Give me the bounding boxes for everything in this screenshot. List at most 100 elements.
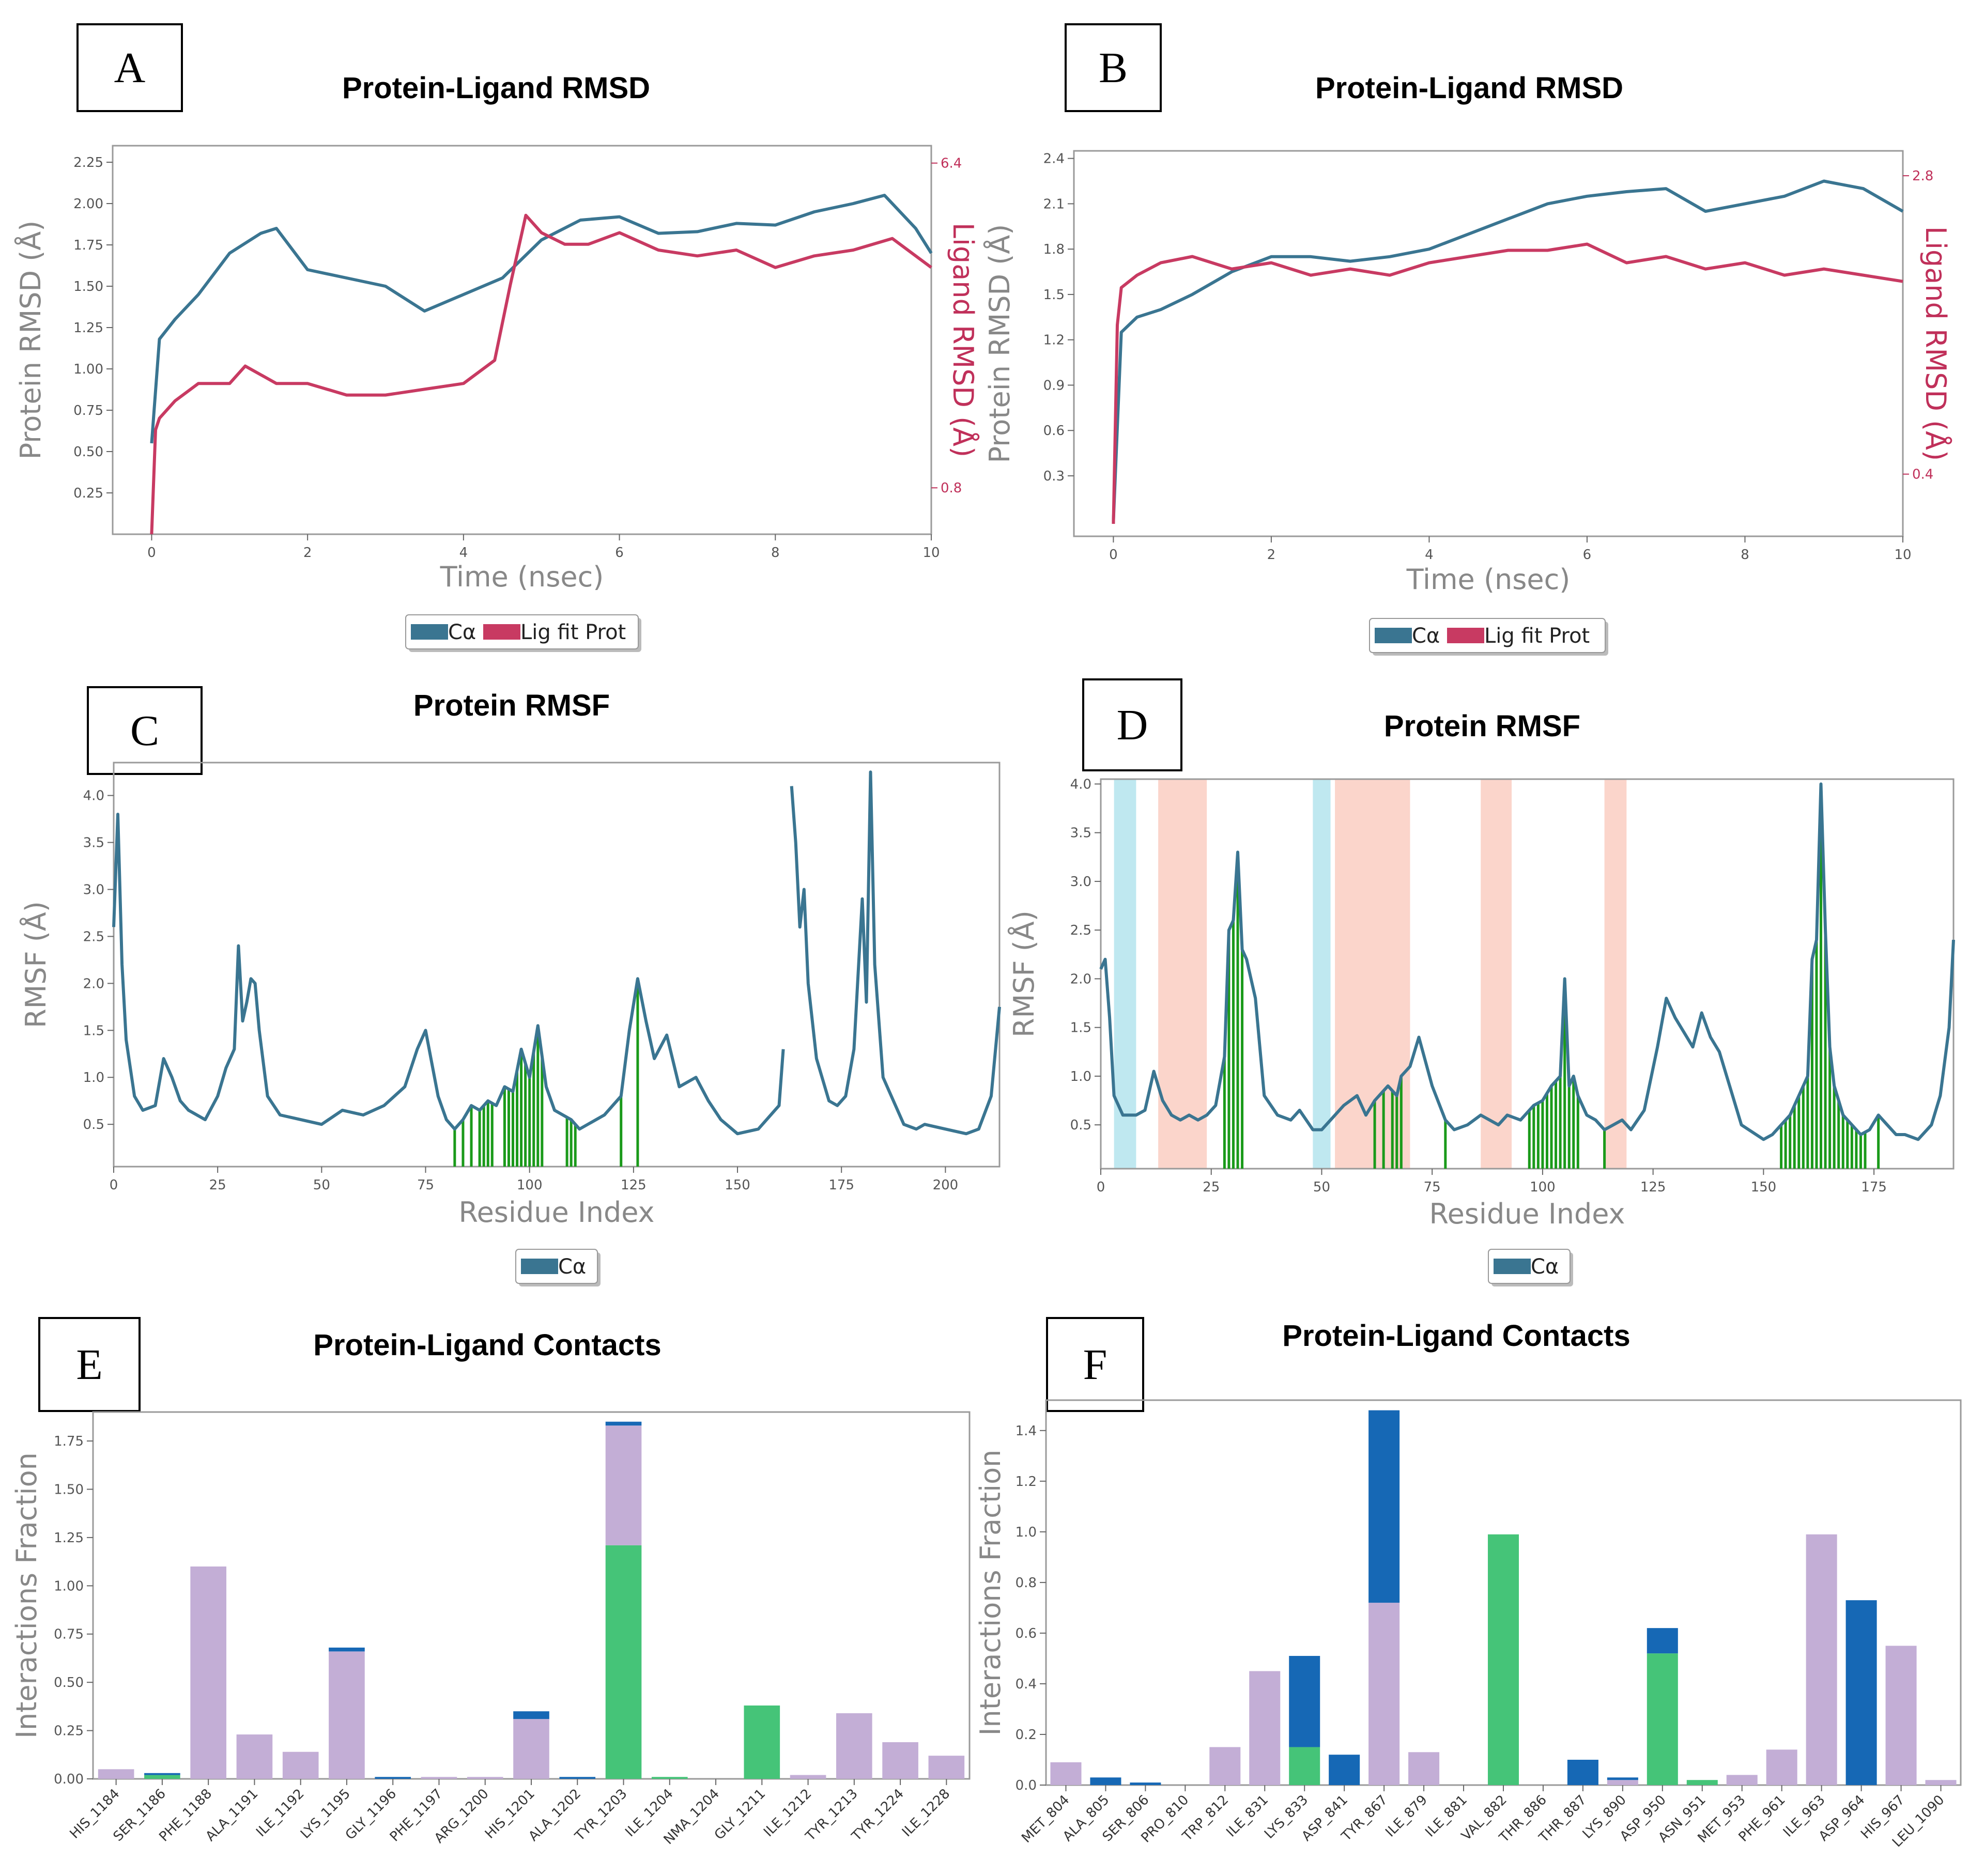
x-tick-label-f: LYS_890 bbox=[1580, 1792, 1629, 1842]
bar-f-met-804-1 bbox=[1050, 1762, 1082, 1785]
bar-f-lys-890-2 bbox=[1607, 1777, 1638, 1780]
bar-e-ile-1212-1 bbox=[790, 1775, 826, 1779]
series-line-a-0-0 bbox=[150, 194, 933, 444]
bar-e-ile-1228-1 bbox=[928, 1756, 965, 1779]
y-tick-label-d: 0.5 bbox=[1070, 1118, 1091, 1133]
x-tick-label-c: 50 bbox=[313, 1177, 330, 1193]
legend-box-b bbox=[1369, 618, 1606, 653]
x-tick-label-f: HIS_967 bbox=[1858, 1792, 1908, 1842]
y-tick-label-e: 1.00 bbox=[54, 1578, 84, 1594]
x-tick-label-f: ASP_950 bbox=[1617, 1792, 1669, 1844]
y-axis-label-d: RMSF (Å) bbox=[1007, 910, 1040, 1037]
x-tick-label-e: ALA_1191 bbox=[203, 1786, 261, 1844]
y-tick-label-e: 1.75 bbox=[54, 1434, 84, 1449]
y-right-tick-label-b: 2.8 bbox=[1912, 168, 1933, 184]
y-tick-label-b: 0.3 bbox=[1043, 469, 1065, 484]
y-tick-label-f: 1.2 bbox=[1016, 1474, 1037, 1490]
y-tick-label-f: 1.4 bbox=[1016, 1423, 1037, 1439]
y-tick-label-c: 0.5 bbox=[83, 1117, 104, 1133]
x-tick-label-e: ILE_1204 bbox=[622, 1786, 676, 1840]
x-tick-label-b: 4 bbox=[1425, 547, 1434, 563]
y-tick-label-e: 1.25 bbox=[54, 1530, 84, 1546]
x-axis-label-b: Time (nsec) bbox=[1406, 563, 1571, 596]
x-tick-label-b: 6 bbox=[1583, 547, 1592, 563]
x-tick-label-c: 75 bbox=[417, 1177, 434, 1193]
panel-label-b: B bbox=[1065, 23, 1162, 112]
y-tick-label-d: 3.5 bbox=[1070, 826, 1091, 841]
band-d-0 bbox=[1114, 779, 1136, 1169]
legend-label-a-1: Lig fit Prot bbox=[520, 621, 626, 644]
band-d-4 bbox=[1481, 779, 1512, 1169]
y-tick-label-d: 2.0 bbox=[1070, 971, 1091, 987]
x-tick-label-e: SER_1186 bbox=[111, 1786, 169, 1844]
legend-swatch-a-0 bbox=[411, 624, 448, 640]
x-tick-label-e: PHE_1188 bbox=[156, 1786, 215, 1845]
y-axis-label-a: Protein RMSD (Å) bbox=[14, 221, 47, 460]
bar-f-lys-890-1 bbox=[1607, 1780, 1638, 1785]
legend-b: Cα Lig fit Prot bbox=[1369, 618, 1608, 656]
y-tick-label-e: 0.50 bbox=[54, 1675, 84, 1691]
y-tick-label-b: 2.1 bbox=[1043, 196, 1065, 212]
x-tick-label-f: THR_886 bbox=[1496, 1792, 1550, 1846]
bar-e-arg-1200-1 bbox=[467, 1777, 503, 1779]
bar-f-asp-950-0 bbox=[1647, 1653, 1678, 1785]
y-tick-label-a: 0.50 bbox=[73, 444, 103, 460]
y-tick-label-e: 0.25 bbox=[54, 1724, 84, 1739]
y-tick-label-d: 2.5 bbox=[1070, 923, 1091, 938]
x-tick-label-e: TYR_1224 bbox=[849, 1786, 907, 1844]
bar-e-ser-1186-2 bbox=[144, 1773, 180, 1775]
y-tick-label-c: 1.0 bbox=[83, 1070, 104, 1086]
y-tick-label-a: 2.25 bbox=[73, 155, 103, 170]
plot-frame-a bbox=[112, 145, 932, 535]
bar-e-ser-1186-0 bbox=[144, 1775, 180, 1779]
x-tick-label-f: ASN_951 bbox=[1655, 1792, 1709, 1846]
bar-e-gly-1211-0 bbox=[744, 1706, 780, 1779]
legend-label-b-0: Cα bbox=[1412, 624, 1440, 648]
x-tick-label-e: ILE_1228 bbox=[899, 1786, 953, 1840]
y-tick-label-b: 0.9 bbox=[1043, 378, 1065, 393]
x-axis-label-d: Residue Index bbox=[1429, 1198, 1625, 1230]
x-tick-label-f: ILE_963 bbox=[1780, 1792, 1828, 1840]
y-tick-label-a: 0.25 bbox=[73, 486, 103, 501]
bar-e-tyr-1203-0 bbox=[605, 1545, 642, 1779]
y-right-axis-label-a: Ligand RMSD (Å) bbox=[947, 223, 980, 457]
y-tick-label-f: 0.8 bbox=[1016, 1575, 1037, 1591]
x-axis-label-c: Residue Index bbox=[458, 1196, 654, 1229]
x-tick-label-b: 10 bbox=[1894, 547, 1911, 563]
x-tick-label-e: ILE_1192 bbox=[253, 1786, 307, 1840]
x-tick-label-f: SER_806 bbox=[1100, 1792, 1152, 1845]
y-tick-label-f: 0.2 bbox=[1016, 1727, 1037, 1743]
y-axis-label-f: Interactions Fraction bbox=[974, 1450, 1007, 1736]
plot-frame-f bbox=[1045, 1399, 1962, 1786]
bar-e-tyr-1224-1 bbox=[882, 1742, 918, 1779]
x-tick-label-e: TYR_1213 bbox=[803, 1786, 861, 1844]
y-tick-label-b: 0.6 bbox=[1043, 423, 1065, 439]
x-tick-label-a: 8 bbox=[771, 545, 780, 561]
bar-e-gly-1196-2 bbox=[375, 1777, 411, 1779]
legend-label-b-1: Lig fit Prot bbox=[1484, 624, 1590, 648]
chart-title-f: Protein-Ligand Contacts bbox=[1282, 1319, 1630, 1353]
y-tick-label-f: 0.0 bbox=[1016, 1778, 1037, 1793]
bar-e-his-1184-1 bbox=[98, 1769, 134, 1779]
series-line-a-1-0 bbox=[150, 213, 932, 535]
y-axis-label-c: RMSF (Å) bbox=[19, 901, 52, 1028]
x-tick-label-c: 0 bbox=[110, 1177, 118, 1193]
chart-title-b: Protein-Ligand RMSD bbox=[1315, 71, 1623, 105]
x-tick-label-e: TYR_1203 bbox=[572, 1786, 630, 1844]
chart-title-a: Protein-Ligand RMSD bbox=[342, 71, 650, 105]
plot-frame-d bbox=[1100, 778, 1955, 1170]
x-tick-label-d: 75 bbox=[1424, 1180, 1441, 1195]
y-tick-label-d: 4.0 bbox=[1070, 777, 1091, 792]
y-tick-label-d: 1.0 bbox=[1070, 1069, 1091, 1084]
y-tick-label-c: 3.0 bbox=[83, 882, 104, 898]
bar-e-his-1201-1 bbox=[513, 1719, 549, 1779]
legend-shadow-b bbox=[1373, 622, 1608, 656]
bar-f-tyr-867-1 bbox=[1368, 1603, 1400, 1785]
x-tick-label-f: ASP_841 bbox=[1299, 1792, 1351, 1844]
y-tick-label-f: 0.4 bbox=[1016, 1677, 1037, 1692]
x-tick-label-e: HIS_1184 bbox=[67, 1786, 122, 1842]
x-tick-label-a: 0 bbox=[147, 545, 156, 561]
band-d-1 bbox=[1158, 779, 1207, 1169]
x-tick-label-c: 200 bbox=[933, 1177, 959, 1193]
bar-f-asp-950-2 bbox=[1647, 1628, 1678, 1654]
